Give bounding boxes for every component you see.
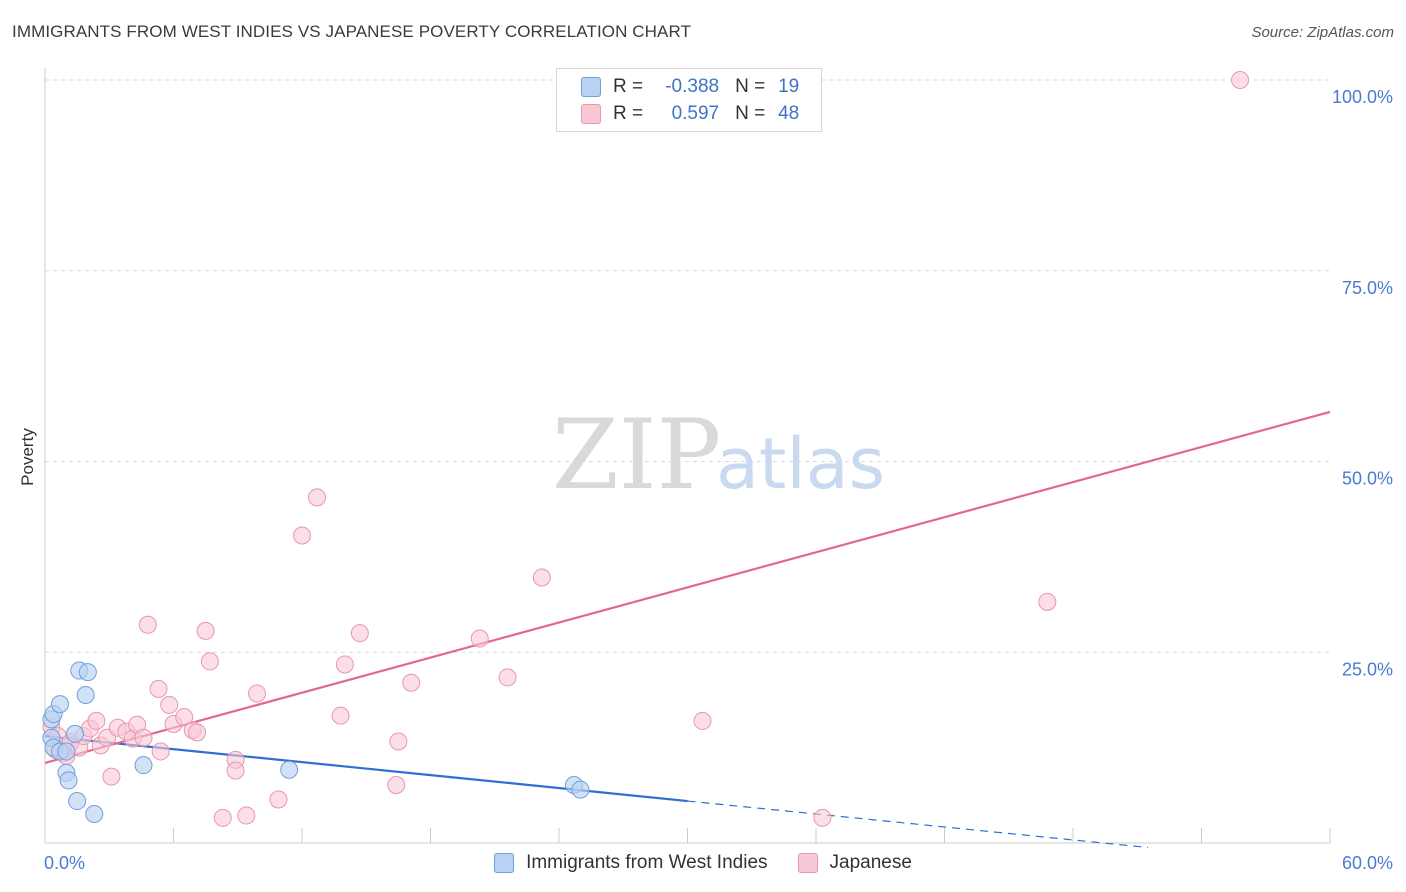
point-japanese [87,711,106,730]
source-credit: Source: ZipAtlas.com [1251,24,1394,41]
point-japanese [335,655,354,674]
point-japanese [1038,592,1057,611]
point-west-indies [57,742,76,761]
legend-label-japanese: Japanese [829,852,912,873]
point-japanese [213,808,232,827]
point-west-indies [280,760,299,779]
legend-swatch-west-indies [581,77,601,97]
watermark-zip: ZIP [552,399,721,511]
legend-swatch-japanese [797,853,818,873]
legend-r-label: R = [613,103,644,124]
point-japanese [226,761,245,780]
point-west-indies [65,724,84,743]
watermark-atlas: atlas [716,423,885,505]
trendline-west-indies-extension [687,800,1149,849]
point-west-indies [68,792,87,811]
gridlines [45,79,1330,653]
point-japanese [693,711,712,730]
tick-labels: 25.0% 50.0% 75.0% 100.0% 0.0% 60.0% [44,87,1393,873]
point-japanese [1231,71,1250,89]
data-points [42,71,1250,827]
point-japanese [389,732,408,751]
legend-n-label: N = [735,76,766,97]
point-japanese [470,629,489,648]
point-japanese [307,488,326,507]
legend-r-label: R = [613,76,644,97]
point-japanese [331,706,350,725]
point-west-indies [76,685,95,704]
legend-row-japanese: R = 0.597 N = 48 [581,102,799,126]
legend-r-value: -0.388 [665,76,720,97]
legend-n-label: N = [735,103,766,124]
point-japanese [149,679,168,698]
point-japanese [134,728,153,747]
point-japanese [269,790,288,809]
point-japanese [293,526,311,545]
legend-swatch-japanese [581,104,601,124]
point-japanese [196,621,215,640]
stats-legend: R = -0.388 N = 19 R = 0.597 N = 48 [556,68,822,132]
point-west-indies [134,756,153,775]
legend-label-west-indies: Immigrants from West Indies [526,852,768,873]
x-tick-label: 60.0% [1342,853,1393,873]
point-west-indies [59,771,78,790]
series-legend: Immigrants from West Indies Japanese [0,852,1406,874]
y-axis-label: Poverty [18,428,37,486]
legend-n-value: 48 [778,103,800,124]
point-japanese [160,695,179,714]
y-tick-label: 100.0% [1332,87,1393,107]
legend-r-value: 0.597 [671,103,720,124]
point-japanese [138,615,157,634]
point-japanese [102,767,121,786]
point-japanese [188,723,207,742]
point-west-indies [571,780,590,799]
point-japanese [532,568,551,587]
point-japanese [248,684,267,703]
point-west-indies [78,663,97,682]
y-tick-label: 25.0% [1342,659,1393,679]
legend-item-west-indies: Immigrants from West Indies [494,852,768,874]
point-japanese [175,708,194,727]
legend-row-west-indies: R = -0.388 N = 19 [581,75,799,99]
legend-item-japanese: Japanese [797,852,912,874]
point-japanese [387,776,406,795]
point-japanese [151,742,170,761]
point-japanese [498,668,517,687]
point-west-indies [50,695,69,714]
y-tick-label: 50.0% [1342,469,1393,489]
trendline-japanese [44,410,1331,764]
point-japanese [200,652,219,671]
legend-swatch-west-indies [494,853,515,873]
point-japanese [402,673,421,692]
point-japanese [813,808,832,827]
y-tick-label: 75.0% [1342,278,1393,298]
watermark: ZIP atlas [552,399,885,511]
chart-title: IMMIGRANTS FROM WEST INDIES VS JAPANESE … [12,22,692,41]
x-tick-label: 0.0% [44,853,85,873]
point-japanese [237,806,256,825]
point-japanese [350,624,369,643]
legend-n-value: 19 [778,76,800,97]
point-west-indies [85,805,104,824]
